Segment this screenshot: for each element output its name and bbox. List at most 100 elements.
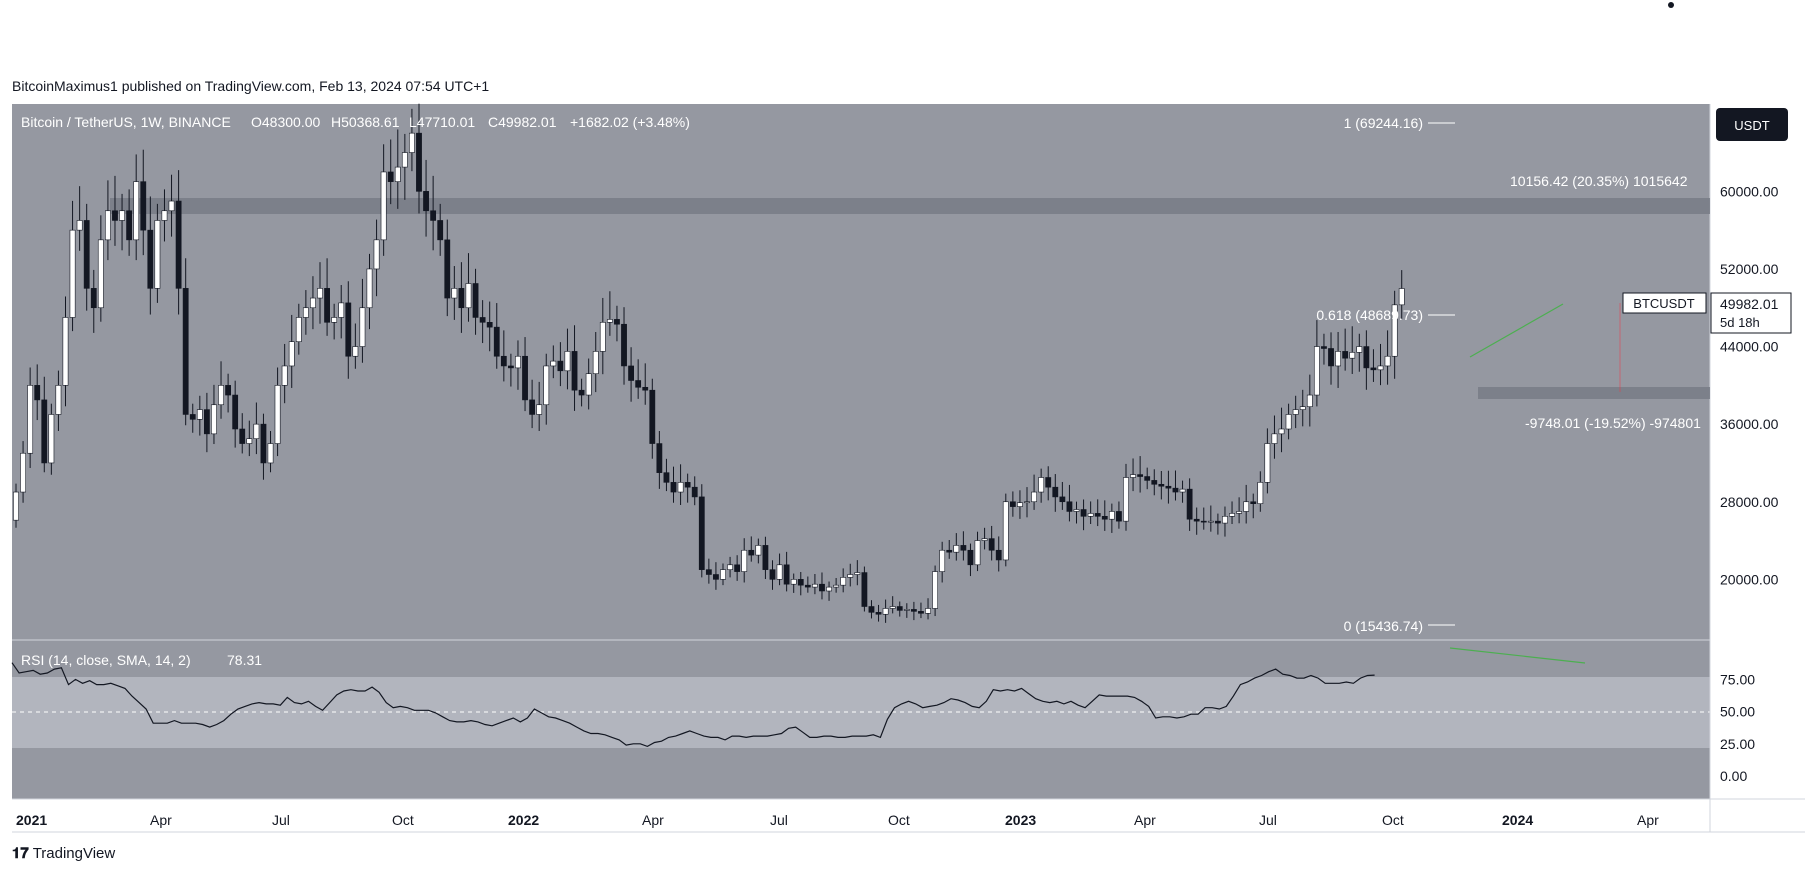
candle-body <box>918 611 924 614</box>
candle-body <box>373 239 380 270</box>
candle-body <box>232 394 239 430</box>
candle-body <box>416 132 422 192</box>
candle-body <box>663 472 670 483</box>
candle-body <box>260 423 267 464</box>
time-tick-label: Jul <box>770 812 788 828</box>
candle-body <box>1292 409 1299 415</box>
candle-body <box>366 268 373 309</box>
candle-body <box>1306 394 1313 407</box>
candle-body <box>599 321 606 352</box>
candle-body <box>324 288 330 323</box>
candle-body <box>69 229 76 318</box>
candle-body <box>1172 487 1179 493</box>
time-tick-label: Jul <box>272 812 290 828</box>
candle-body <box>967 549 974 566</box>
candle-body <box>380 171 387 241</box>
rsi-tick-label: 50.00 <box>1720 704 1755 720</box>
candle-body <box>1264 443 1271 483</box>
time-tick-label: Jul <box>1259 812 1277 828</box>
currency-button-label: USDT <box>1734 118 1769 133</box>
candle-body <box>1335 351 1341 367</box>
time-tick-label: Oct <box>888 812 910 828</box>
candle-body <box>925 608 931 614</box>
candle-body <box>1038 477 1045 493</box>
candle-body <box>331 317 338 323</box>
candle-body <box>1101 515 1108 520</box>
candle-body <box>218 385 224 406</box>
time-tick-label: 2021 <box>16 812 47 828</box>
candle-body <box>1250 501 1257 504</box>
candle-body <box>939 549 946 572</box>
candle-body <box>317 288 323 299</box>
candle-body <box>790 579 797 585</box>
candle-body <box>147 229 154 289</box>
candle-body <box>1002 501 1009 561</box>
rsi-tick-label: 25.00 <box>1720 736 1755 752</box>
candle-body <box>1243 501 1250 512</box>
candle-body <box>246 438 253 444</box>
candle-body <box>953 545 960 553</box>
ohlc-low: L47710.01 <box>409 114 475 130</box>
candle-body <box>635 380 642 388</box>
currency-button[interactable]: USDT <box>1716 108 1788 141</box>
rsi-label: RSI (14, close, SMA, 14, 2) <box>21 652 191 668</box>
rsi-line <box>11 662 1375 748</box>
candle-body <box>621 323 627 367</box>
candle-body <box>670 482 677 493</box>
candle-body <box>34 385 41 401</box>
candle-body <box>819 583 825 592</box>
candle-body <box>267 443 274 464</box>
fib-0618-label: 0.618 (48689.73) <box>1316 307 1423 323</box>
candle-body <box>974 540 981 566</box>
candle-body <box>1391 304 1398 357</box>
candle-body <box>1377 365 1384 371</box>
candle-body <box>458 288 465 309</box>
candle-body <box>253 423 260 439</box>
candle-body <box>1278 428 1285 435</box>
candle-body <box>465 283 472 309</box>
resistance-zone <box>110 198 1710 214</box>
candle-body <box>1009 501 1016 507</box>
candle-body <box>1299 406 1306 410</box>
footer: 𝟏𝟕 TradingView <box>12 845 115 862</box>
candle-body <box>727 564 733 570</box>
candle-body <box>500 355 507 367</box>
candle-body <box>783 564 790 585</box>
corner-dot <box>1668 2 1674 8</box>
candle-body <box>988 538 995 551</box>
candle-body <box>755 545 762 556</box>
candle-body <box>585 373 592 396</box>
ohlc-open: O48300.00 <box>251 114 320 130</box>
candle-body <box>1328 348 1334 367</box>
price-tag-price: 49982.01 <box>1720 296 1779 312</box>
candle-body <box>1342 351 1349 359</box>
rsi-value: 78.31 <box>227 652 262 668</box>
candle-body <box>83 220 90 289</box>
candle-body <box>854 572 861 575</box>
candle-body <box>1045 477 1052 488</box>
candle-body <box>451 288 458 299</box>
time-tick-label: 2022 <box>508 812 539 828</box>
candle-body <box>140 181 147 231</box>
candle-body <box>76 220 83 231</box>
candle-body <box>1215 520 1221 524</box>
candle-body <box>896 606 903 611</box>
candle-body <box>550 360 557 367</box>
candle-body <box>698 496 705 570</box>
price-tick-label: 44000.00 <box>1720 339 1779 355</box>
candle-body <box>946 549 953 553</box>
candle-body <box>1398 288 1405 306</box>
candle-body <box>1313 346 1320 396</box>
candle-body <box>479 317 486 323</box>
candle-body <box>769 569 776 580</box>
candle-body <box>90 288 97 309</box>
candle-body <box>1116 511 1122 522</box>
candle-body <box>557 360 564 372</box>
candle-body <box>1229 513 1235 517</box>
candle-body <box>606 319 613 323</box>
candle-body <box>1024 501 1030 504</box>
rsi-tick-label: 0.00 <box>1720 768 1747 784</box>
candle-body <box>748 549 755 556</box>
candle-body <box>1158 483 1165 487</box>
